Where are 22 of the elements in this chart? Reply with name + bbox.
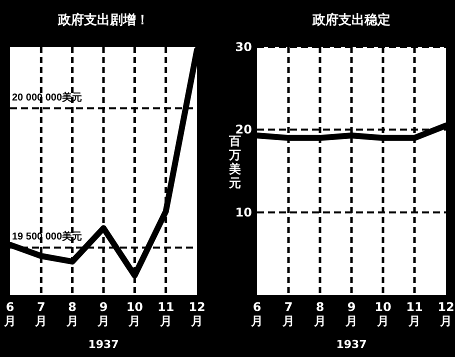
x-tick-label: 7月 (282, 300, 294, 328)
x-tick-label: 8月 (313, 300, 326, 328)
x-tick-label: 6月 (3, 300, 16, 328)
x-tick-label: 11月 (157, 300, 174, 328)
x-tick-label: 9月 (96, 300, 110, 328)
x-tick-label: 12月 (438, 300, 454, 328)
y-axis-title: 百万美元 (228, 134, 241, 190)
chart-title: 政府支出剧增！ (57, 12, 149, 28)
x-tick-label: 8月 (65, 300, 78, 328)
x-tick-label: 9月 (344, 300, 358, 328)
y-tick-label: 30 (235, 40, 252, 54)
x-axis-title: 1937 (88, 338, 119, 351)
x-tick-label: 12月 (188, 300, 206, 328)
chart-title: 政府支出稳定 (312, 12, 390, 28)
x-tick-label: 10月 (126, 300, 144, 328)
y-tick-label: 10 (235, 205, 252, 220)
x-tick-label: 7月 (34, 300, 48, 328)
x-tick-label: 6月 (250, 300, 263, 328)
x-axis-title: 1937 (336, 338, 367, 351)
x-tick-label: 11月 (406, 300, 423, 328)
x-tick-label: 10月 (374, 300, 392, 328)
y-tick-label: 20 (235, 122, 252, 137)
